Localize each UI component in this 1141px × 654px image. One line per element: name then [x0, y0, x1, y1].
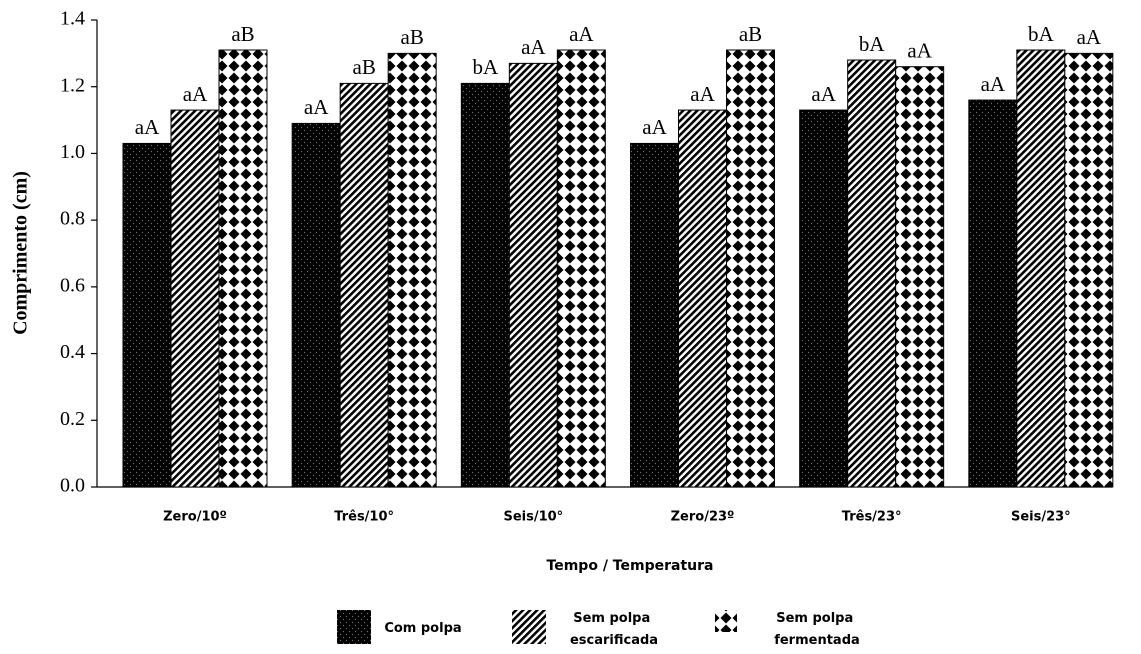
x-axis-title: Tempo / Temperatura — [547, 558, 714, 574]
bar-letter: aA — [521, 35, 546, 59]
bar-letter: bA — [859, 32, 886, 56]
x-tick-label: Seis/10° — [503, 510, 563, 525]
bar-letter: bA — [472, 55, 499, 79]
bar — [508, 62, 558, 488]
legend-swatch — [715, 610, 737, 632]
legend-line: Com polpa — [384, 621, 461, 636]
bar — [1016, 49, 1066, 488]
bar-letter: bA — [1028, 22, 1055, 46]
y-axis-title: Comprimento (cm) — [10, 171, 32, 335]
bar — [799, 109, 849, 488]
x-tick-label: Três/23° — [842, 510, 902, 525]
bar — [291, 122, 341, 488]
y-tick-label: 1.4 — [60, 8, 85, 30]
bar-letter: aA — [304, 95, 329, 119]
legend-line: Sem polpa — [776, 611, 858, 626]
y-tick-label: 0.6 — [60, 274, 85, 296]
bar-letter: aB — [401, 25, 424, 49]
bar-letter: aA — [907, 39, 932, 63]
bar-letter: aA — [135, 115, 160, 139]
x-tick-label: Zero/23º — [671, 510, 735, 525]
bar — [630, 142, 679, 488]
x-tick-label: Zero/10º — [163, 510, 227, 525]
bar-letter: aB — [739, 22, 762, 46]
bar — [968, 99, 1018, 488]
y-tick-label: 0.0 — [60, 475, 85, 497]
bar — [847, 59, 897, 488]
legend-label: Sem polpa escarificada — [570, 611, 658, 648]
bar-letter: aA — [1077, 25, 1102, 49]
bar-letter: aA — [569, 22, 594, 46]
bar-letter: aA — [811, 82, 836, 106]
bar — [726, 49, 775, 488]
legend-label: Com polpa — [384, 621, 461, 636]
legend-line: fermentada — [774, 633, 860, 648]
bar — [556, 49, 606, 488]
y-tick-label: 1.2 — [60, 74, 85, 96]
x-tick-label: Três/10° — [334, 510, 394, 525]
y-tick-label: 0.4 — [60, 341, 85, 363]
y-tick-label: 1.0 — [60, 141, 85, 163]
bar-letter: aA — [642, 115, 667, 139]
y-tick-label: 0.8 — [60, 208, 85, 230]
bar-letter: aA — [183, 82, 208, 106]
bar — [122, 142, 172, 488]
bar — [895, 66, 945, 488]
bar — [170, 109, 220, 488]
legend-swatch — [337, 610, 371, 644]
bar-letter: aA — [690, 82, 715, 106]
legend-line: Sem polpa — [573, 611, 655, 626]
bar — [678, 109, 727, 488]
bar — [387, 52, 437, 488]
x-tick-label: Seis/23° — [1011, 510, 1071, 525]
bar — [1064, 52, 1114, 488]
legend-label: Sem polpa fermentada — [774, 611, 860, 648]
y-tick-label: 0.2 — [60, 408, 85, 430]
bar — [460, 82, 510, 488]
bar-letter: aA — [981, 72, 1006, 96]
bar-letter: aB — [353, 55, 376, 79]
bar-letter: aB — [231, 22, 254, 46]
legend-swatch — [512, 610, 546, 644]
legend-line: escarificada — [570, 633, 658, 648]
bar — [218, 49, 268, 488]
bar — [339, 82, 389, 488]
